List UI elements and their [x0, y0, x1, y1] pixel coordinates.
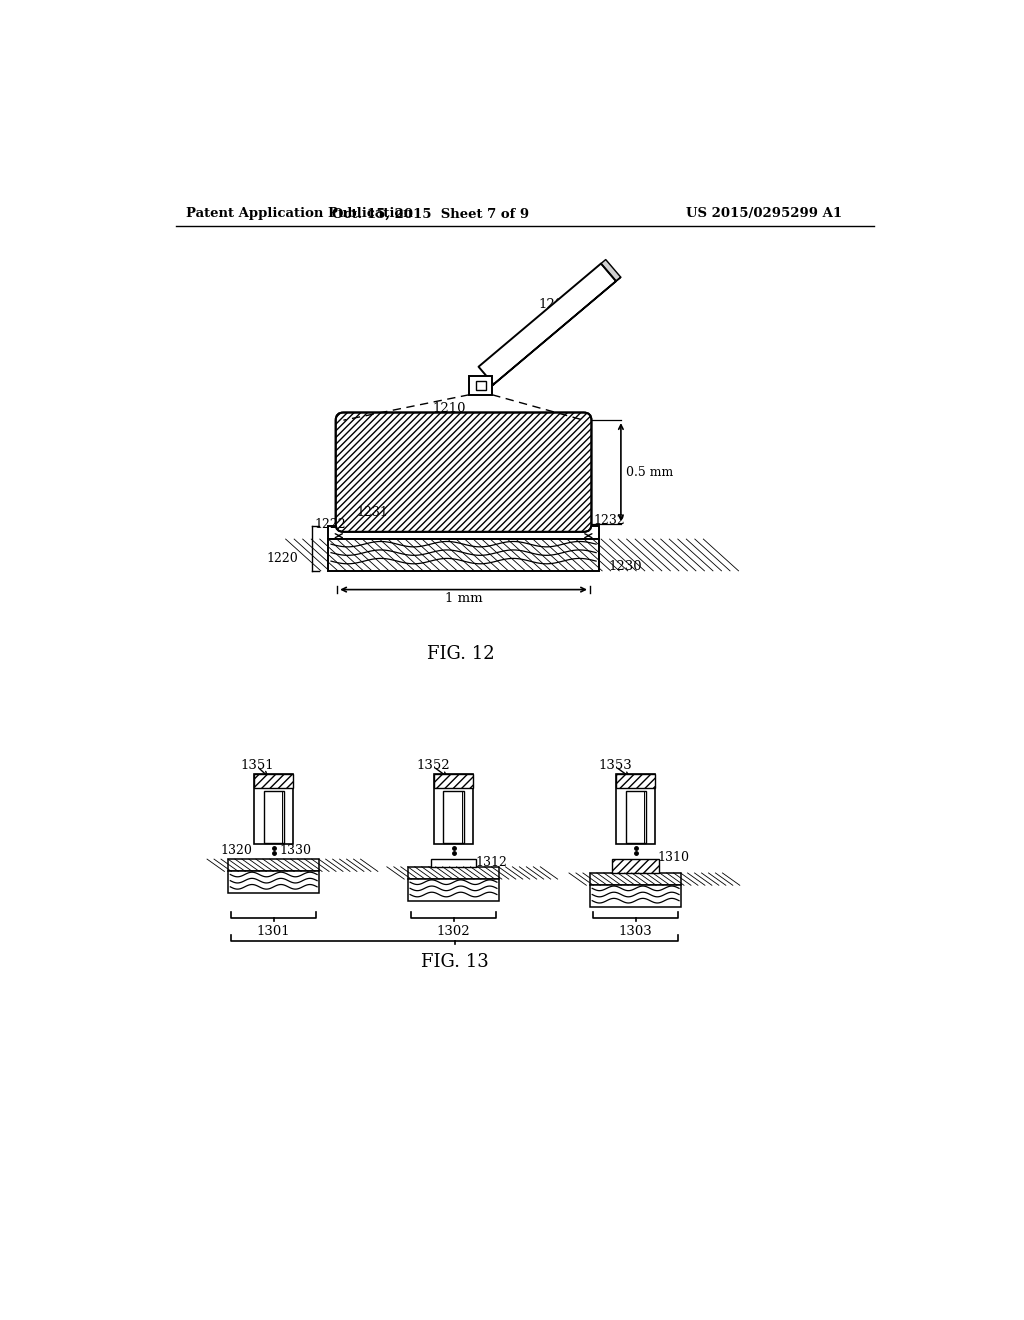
Polygon shape — [494, 277, 621, 384]
Bar — [254, 775, 293, 788]
Bar — [408, 867, 500, 879]
Text: 1230: 1230 — [608, 560, 642, 573]
Text: 1232: 1232 — [593, 513, 625, 527]
Text: 1222: 1222 — [315, 517, 346, 531]
Bar — [408, 879, 500, 900]
Text: US 2015/0295299 A1: US 2015/0295299 A1 — [686, 207, 842, 220]
Text: FIG. 13: FIG. 13 — [421, 953, 488, 972]
Bar — [263, 792, 284, 843]
Text: 1 mm: 1 mm — [444, 593, 482, 606]
Text: 1330: 1330 — [280, 843, 312, 857]
Text: 1352: 1352 — [417, 759, 450, 772]
Bar — [254, 775, 293, 843]
Text: 1351: 1351 — [241, 759, 274, 772]
Bar — [469, 376, 493, 395]
Bar — [590, 886, 681, 907]
Text: 0.5 mm: 0.5 mm — [626, 466, 673, 479]
Text: Patent Application Publication: Patent Application Publication — [186, 207, 413, 220]
Text: 1220: 1220 — [266, 552, 299, 565]
Bar — [228, 859, 319, 871]
Bar — [228, 871, 319, 892]
Bar — [475, 381, 485, 389]
Text: 1210: 1210 — [433, 403, 466, 416]
Bar — [612, 859, 658, 873]
Bar — [590, 873, 681, 886]
Text: FIG. 12: FIG. 12 — [427, 645, 495, 663]
Text: 1312: 1312 — [475, 855, 507, 869]
Text: 1320: 1320 — [220, 843, 252, 857]
Bar — [328, 527, 599, 539]
Bar — [616, 775, 655, 788]
Text: Oct. 15, 2015  Sheet 7 of 9: Oct. 15, 2015 Sheet 7 of 9 — [332, 207, 528, 220]
FancyBboxPatch shape — [336, 412, 592, 532]
Text: 1200: 1200 — [539, 298, 572, 312]
Polygon shape — [601, 260, 621, 281]
Text: 1302: 1302 — [436, 925, 470, 939]
Text: 1353: 1353 — [598, 759, 632, 772]
Polygon shape — [478, 264, 616, 384]
Bar — [616, 775, 655, 843]
Text: 1303: 1303 — [618, 925, 652, 939]
Bar — [431, 859, 476, 867]
Text: 1310: 1310 — [657, 851, 689, 865]
Text: 1301: 1301 — [257, 925, 291, 939]
Bar — [626, 792, 646, 843]
Text: 1231: 1231 — [356, 506, 388, 519]
Bar — [434, 775, 473, 788]
Bar — [443, 792, 464, 843]
Bar — [612, 859, 658, 873]
Bar — [434, 775, 473, 843]
Bar — [328, 539, 599, 572]
